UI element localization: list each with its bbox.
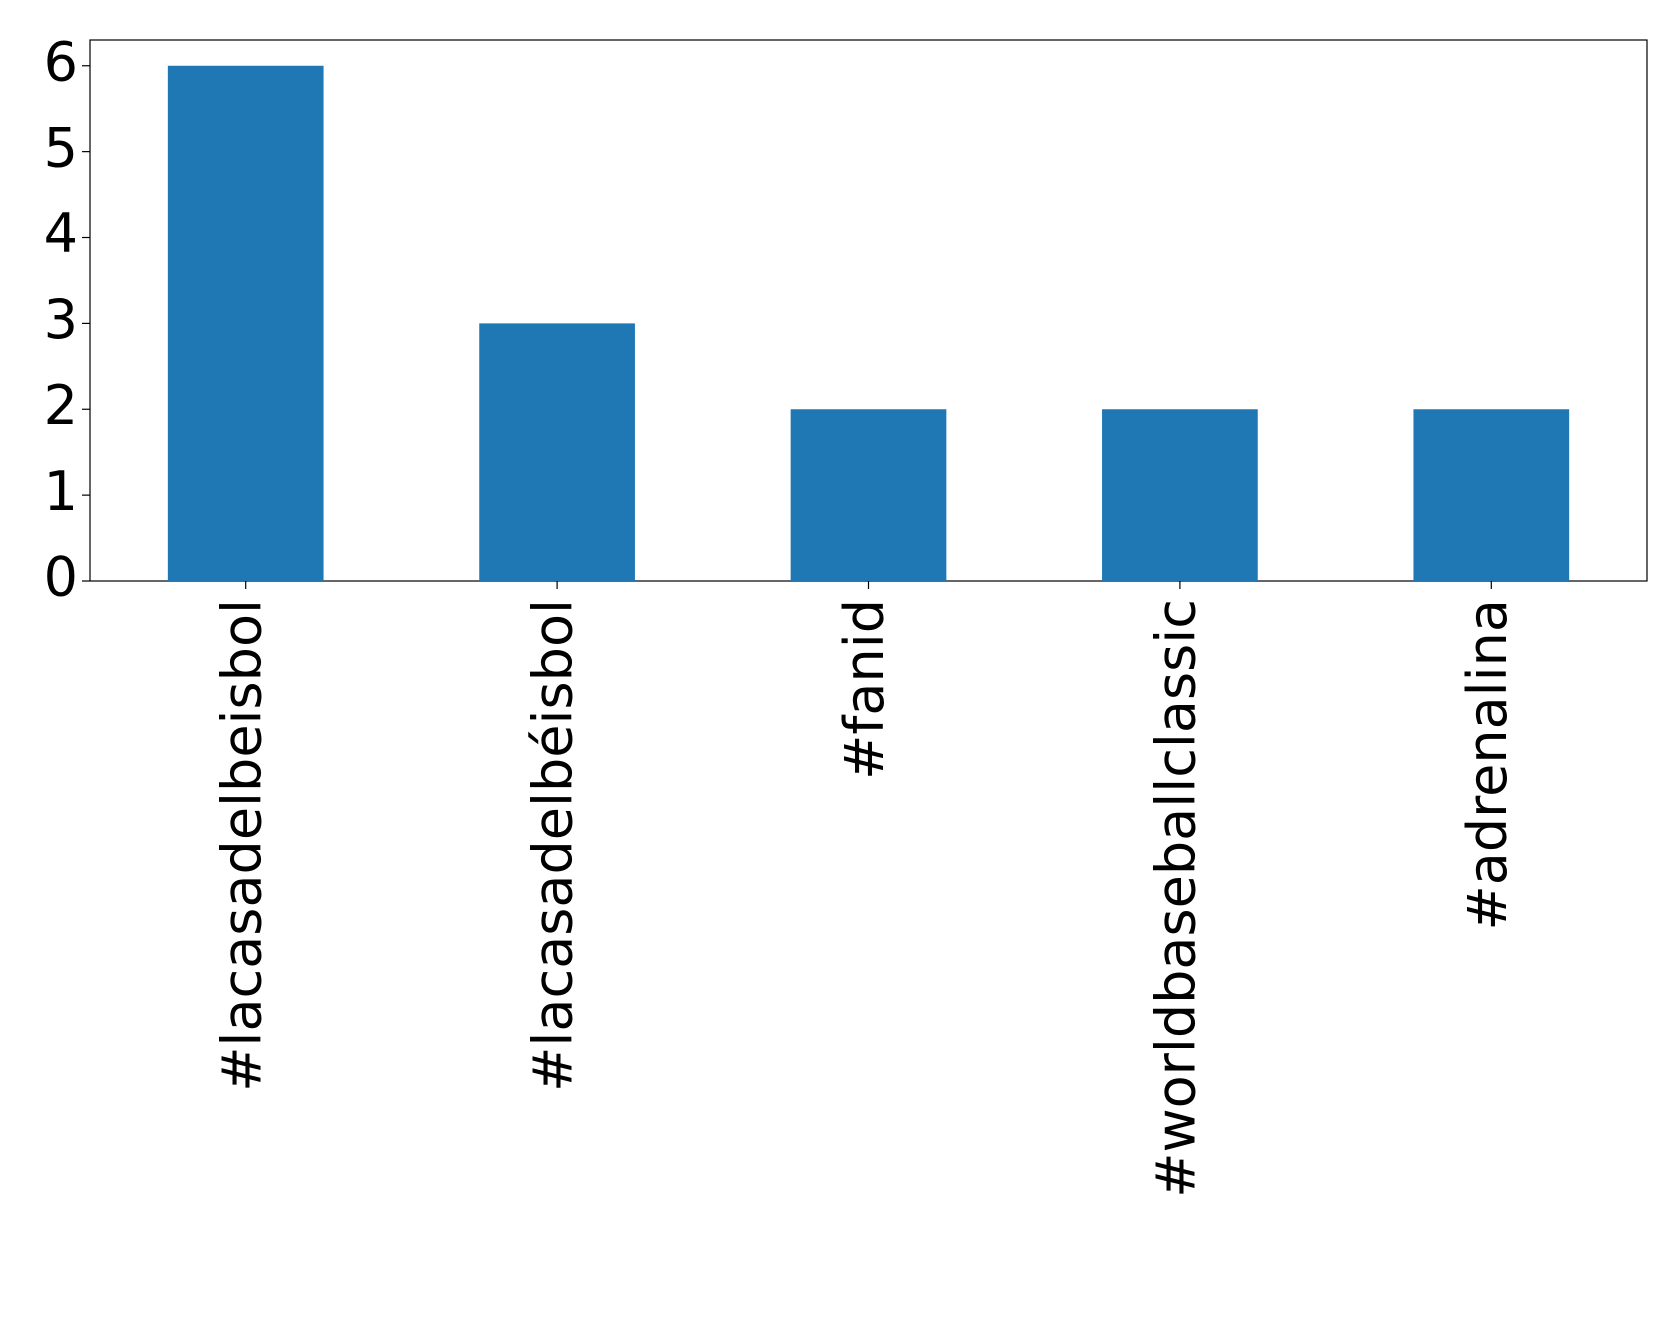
y-tick-label: 4 — [44, 202, 78, 265]
bar — [1102, 409, 1258, 581]
bar — [167, 65, 324, 581]
y-tick-label: 2 — [44, 374, 78, 437]
y-tick-label: 5 — [44, 116, 78, 179]
y-tick-label: 1 — [44, 460, 78, 523]
x-tick-label: #worldbaseballclassic — [1145, 599, 1208, 1198]
x-tick-label: #fanid — [833, 599, 896, 780]
x-tick-label: #lacasadelbeisbol — [210, 599, 273, 1092]
bar — [1413, 409, 1570, 581]
bar — [790, 409, 947, 581]
y-tick-label: 6 — [44, 30, 78, 93]
y-tick-label: 0 — [44, 546, 78, 609]
x-tick-label: #adrenalina — [1456, 599, 1519, 931]
x-tick-label: #lacasadelbéisbol — [522, 599, 585, 1092]
y-tick-label: 3 — [44, 288, 78, 351]
bar — [479, 323, 635, 581]
